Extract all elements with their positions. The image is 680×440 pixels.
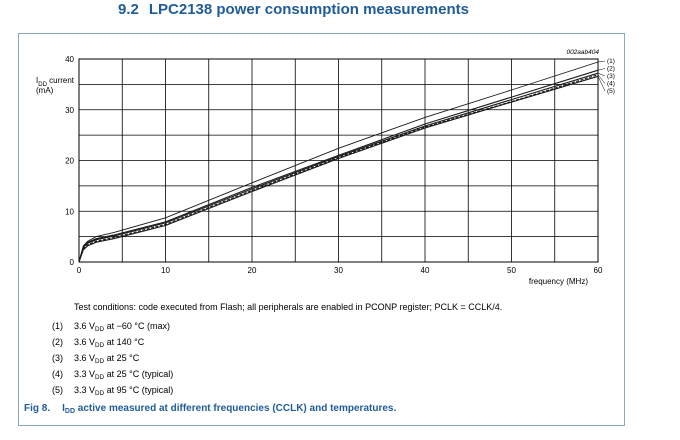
x-tick-label: 30 bbox=[334, 266, 343, 275]
curve-label-5: (5) bbox=[607, 88, 615, 95]
curve-leader-1 bbox=[597, 60, 606, 63]
chart-series bbox=[78, 61, 599, 263]
y-tick-label: 40 bbox=[65, 55, 74, 64]
curve-leader-5 bbox=[597, 76, 606, 92]
figure-caption: Fig 8. IDD active measured at different f… bbox=[24, 403, 397, 415]
curve-label-3: (3) bbox=[607, 73, 615, 80]
x-tick-label: 10 bbox=[161, 266, 170, 275]
series-line-1 bbox=[78, 61, 599, 263]
section-heading: 9.2 LPC2138 power consumption measurement… bbox=[118, 1, 469, 18]
y-tick-label: 0 bbox=[70, 258, 75, 267]
figure-frame bbox=[18, 33, 625, 426]
legend-item-5: (5) 3.3 VDD at 95 °C (typical) bbox=[52, 385, 174, 397]
y-axis-label-rest: current bbox=[47, 76, 75, 85]
chart-curve-labels: (1)(2)(3)(4)(5) bbox=[597, 58, 615, 95]
x-tick-label: 40 bbox=[421, 266, 430, 275]
x-tick-label: 60 bbox=[594, 266, 603, 275]
chart-tick-labels: 0 10 20 30 40 50 60 0 10 20 30 40 bbox=[65, 55, 603, 275]
x-axis-label: frequency (MHz) bbox=[529, 277, 588, 286]
y-axis-unit: (mA) bbox=[36, 86, 54, 95]
chart-axes bbox=[78, 58, 599, 263]
curve-label-1: (1) bbox=[607, 58, 615, 65]
test-conditions: Test conditions: code executed from Flas… bbox=[74, 302, 503, 312]
curve-label-4: (4) bbox=[607, 81, 615, 88]
plot-area-border bbox=[78, 58, 599, 263]
legend-item-2: (2) 3.6 VDD at 140 °C bbox=[52, 337, 145, 349]
y-axis-label-main: I bbox=[36, 76, 38, 85]
curve-label-2: (2) bbox=[607, 66, 615, 73]
y-tick-label: 10 bbox=[65, 207, 74, 216]
legend-item-4: (4) 3.3 VDD at 25 °C (typical) bbox=[52, 369, 174, 381]
x-tick-label: 0 bbox=[77, 266, 82, 275]
curve-leader-3 bbox=[597, 72, 606, 77]
curve-leader-2 bbox=[597, 68, 606, 71]
section-title-text: LPC2138 power consumption measurements bbox=[148, 1, 469, 18]
series-line-5 bbox=[78, 75, 599, 263]
figure-code: 002aab404 bbox=[566, 49, 599, 56]
y-tick-label: 20 bbox=[65, 157, 74, 166]
series-line-4 bbox=[78, 74, 599, 263]
curve-leader-4 bbox=[597, 74, 606, 84]
series-line-2 bbox=[78, 69, 599, 263]
section-number: 9.2 bbox=[118, 1, 139, 18]
series-line-3 bbox=[78, 72, 599, 263]
chart-grid bbox=[78, 58, 599, 263]
legend-item-1: (1) 3.6 VDD at −60 °C (max) bbox=[52, 321, 170, 333]
x-tick-label: 20 bbox=[248, 266, 257, 275]
legend-item-3: (3) 3.6 VDD at 25 °C bbox=[52, 353, 140, 365]
y-axis-label: IDD current bbox=[36, 76, 75, 88]
x-tick-label: 50 bbox=[507, 266, 516, 275]
y-tick-label: 30 bbox=[65, 106, 74, 115]
caption-fig-number: Fig 8. bbox=[24, 403, 51, 414]
y-axis-label-sub: DD bbox=[38, 82, 47, 88]
